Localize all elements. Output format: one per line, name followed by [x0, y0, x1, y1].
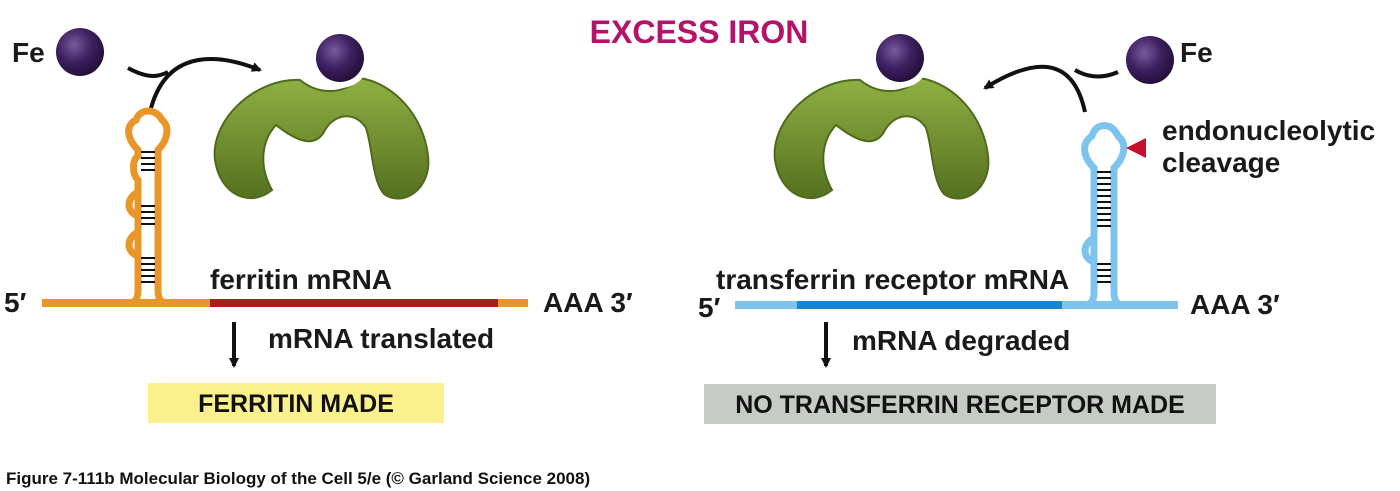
left-result-box	[148, 383, 444, 423]
right-result-box	[704, 384, 1216, 424]
right-iron-label: Fe	[1180, 37, 1213, 68]
left-free-iron	[56, 28, 104, 76]
cleavage-label-line2: cleavage	[1162, 147, 1280, 178]
cleavage-site-marker	[1126, 138, 1146, 158]
left-outcome-label: mRNA translated	[268, 323, 494, 354]
right-panel: Fe endonucleolytic cleavage 5′	[698, 28, 1375, 424]
right-stem-loop	[1079, 122, 1128, 309]
right-iron-regulatory-protein	[773, 28, 990, 200]
left-iron-label: Fe	[12, 37, 45, 68]
right-bound-iron	[876, 34, 924, 82]
left-stem-base-pairs	[141, 151, 155, 283]
figure-caption: Figure 7-111b Molecular Biology of the C…	[6, 469, 590, 488]
left-binding-arrow	[148, 57, 262, 113]
left-stem-bulge-1	[125, 188, 140, 220]
right-five-prime-label: 5′	[698, 292, 721, 323]
right-input-curve	[1073, 68, 1119, 79]
right-stem-bulge	[1081, 234, 1096, 266]
left-iron-regulatory-protein	[213, 28, 430, 200]
left-stem-bulge-2	[125, 228, 140, 260]
right-outcome-label: mRNA degraded	[852, 325, 1070, 356]
right-stem-base-pairs	[1097, 171, 1111, 283]
page-title: EXCESS IRON	[590, 14, 809, 50]
cleavage-label-line1: endonucleolytic	[1162, 115, 1375, 146]
left-five-prime-label: 5′	[4, 287, 27, 318]
right-three-prime-label: AAA 3′	[1190, 289, 1280, 320]
left-bound-iron	[316, 34, 364, 82]
left-three-prime-label: AAA 3′	[543, 287, 633, 318]
right-binding-arrow	[983, 64, 1087, 113]
right-result-label: NO TRANSFERRIN RECEPTOR MADE	[735, 391, 1185, 419]
right-mrna-label: transferrin receptor mRNA	[716, 264, 1069, 295]
right-free-iron	[1126, 36, 1174, 84]
left-input-curve	[127, 66, 169, 78]
left-result-label: FERRITIN MADE	[198, 390, 394, 418]
left-panel: Fe 5′ AAA 3′	[4, 28, 633, 423]
left-mrna-label: ferritin mRNA	[210, 264, 392, 295]
